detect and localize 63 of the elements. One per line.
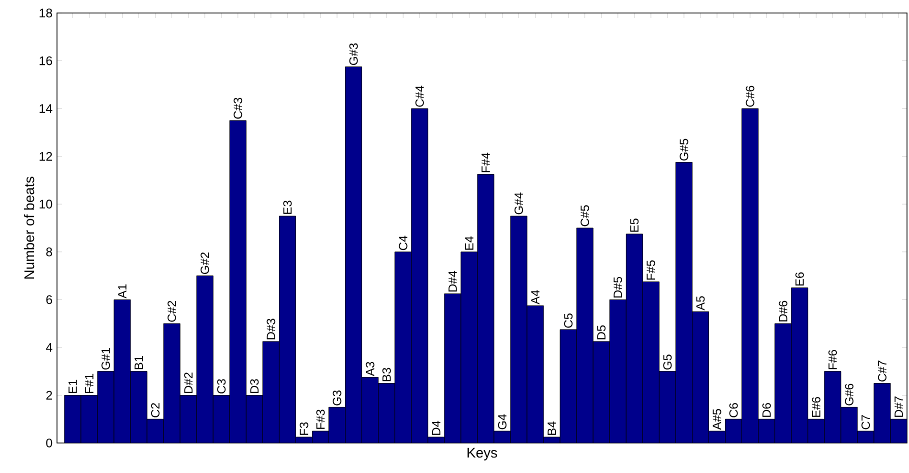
x-tick-label: D#3 (266, 318, 276, 340)
x-tick-label: F#3 (316, 410, 325, 429)
x-tick-label: A1 (118, 284, 126, 298)
x-tick-label: E6 (795, 272, 804, 286)
x-tick-label: C#7 (878, 360, 886, 382)
y-tick-label: 18 (40, 8, 52, 18)
x-tick-label: F3 (300, 422, 308, 435)
x-tick-label: D4 (432, 420, 440, 435)
y-tick-label: 14 (40, 104, 52, 113)
y-tick-label: 0 (46, 438, 52, 448)
x-tick-label: B1 (134, 356, 143, 370)
x-tick-label: D6 (762, 403, 771, 417)
x-tick-label: A#5 (712, 409, 722, 430)
x-tick-label: C3 (217, 379, 226, 394)
x-tick-label: C6 (729, 403, 738, 418)
y-tick-label: 8 (46, 247, 52, 256)
x-tick-label: F#5 (646, 260, 656, 280)
y-tick-label: 12 (40, 152, 52, 161)
x-tick-label: D5 (597, 325, 606, 340)
x-tick-label: C#3 (234, 98, 242, 119)
x-tick-label: F#6 (828, 350, 837, 370)
x-tick-label: C#5 (580, 205, 590, 226)
x-axis-title: Keys (468, 448, 498, 460)
x-tick-label: A4 (531, 290, 540, 304)
x-tick-label: C4 (398, 236, 408, 250)
x-tick-label: C5 (564, 313, 573, 328)
x-tick-label: E3 (283, 200, 292, 214)
x-tick-label: E5 (630, 218, 639, 232)
y-tick-label: 6 (46, 295, 52, 304)
y-tick-label: 10 (40, 200, 52, 209)
x-tick-label: G#2 (200, 252, 210, 274)
x-tick-label: G4 (498, 414, 506, 430)
x-tick-label: D#4 (448, 270, 457, 292)
x-tick-label: G#3 (349, 43, 358, 65)
x-tick-label: C#6 (746, 86, 754, 107)
x-tick-label: B4 (548, 421, 556, 435)
y-tick-label: 4 (46, 343, 52, 352)
x-tick-label: D#7 (894, 396, 903, 417)
x-tick-label: C2 (151, 403, 160, 418)
x-tick-label: A3 (366, 362, 374, 376)
x-tick-label: G#5 (680, 138, 688, 160)
x-tick-label: C#2 (168, 300, 176, 322)
x-tick-label: D3 (250, 379, 259, 394)
y-tick-label: 16 (40, 56, 52, 66)
x-tick-label: D#6 (778, 300, 788, 322)
x-tick-label: A5 (696, 296, 705, 310)
x-tick-label: E1 (68, 380, 77, 394)
x-tick-label: G3 (332, 390, 342, 406)
x-tick-label: D#2 (184, 372, 193, 394)
x-tick-label: G#4 (514, 192, 524, 214)
x-tick-label: E4 (465, 236, 474, 250)
x-tick-label: B3 (382, 368, 391, 382)
x-tick-label: E#6 (812, 397, 820, 417)
x-tick-label: C7 (861, 415, 870, 430)
x-tick-label: G5 (663, 354, 672, 370)
x-tick-label: D#5 (614, 276, 622, 298)
x-tick-label: F#1 (85, 374, 94, 394)
x-tick-label: G#6 (844, 384, 854, 406)
y-tick-label: 2 (46, 390, 52, 400)
y-axis-title: Number of beats (24, 176, 34, 279)
x-tick-label: G#1 (101, 348, 110, 370)
x-tick-label: C#4 (415, 86, 424, 107)
x-tick-label: F#4 (482, 152, 490, 172)
